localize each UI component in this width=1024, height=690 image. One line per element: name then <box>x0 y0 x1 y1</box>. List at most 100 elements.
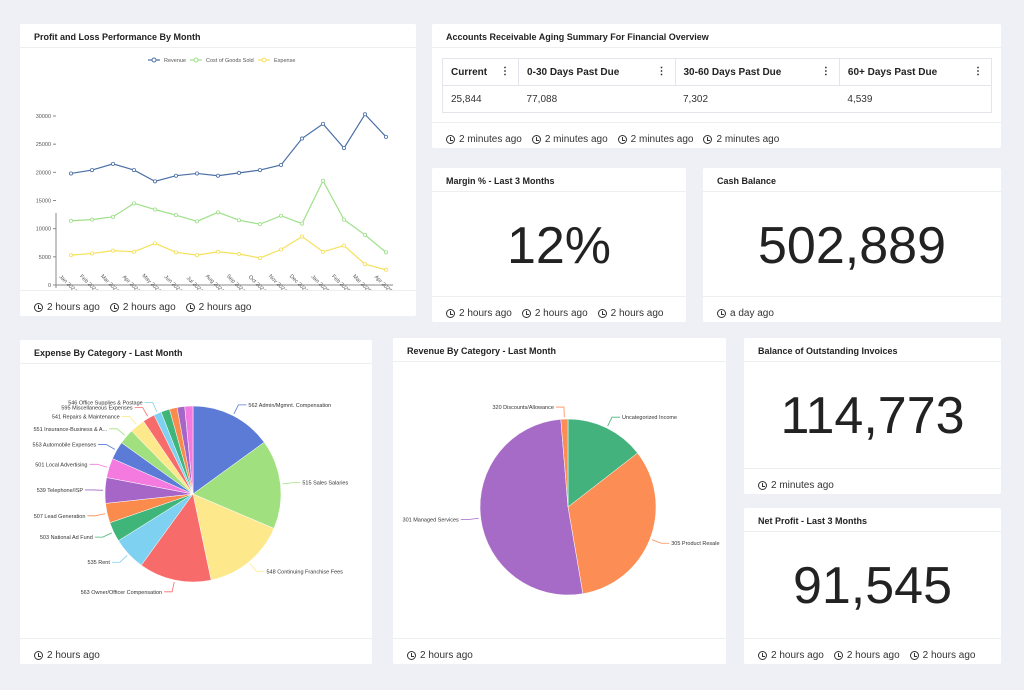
data-point <box>341 146 346 151</box>
pnl-card: Profit and Loss Performance By Month 0 50… <box>20 24 416 316</box>
data-point <box>90 168 95 173</box>
slice-label: 501 Local Advertising <box>35 462 87 468</box>
clock-icon <box>185 302 195 312</box>
column-menu-icon[interactable]: ⋮ <box>500 66 511 77</box>
legend-label: Cost of Goods Sold <box>206 58 254 64</box>
cash-card: Cash Balance 502,889 a day ago <box>703 168 1001 322</box>
x-tick-label: Apr 2024 <box>121 274 141 290</box>
label-leader <box>164 581 175 593</box>
data-point <box>299 136 304 141</box>
pie-slice <box>479 419 584 596</box>
column-header[interactable]: 30-60 Days Past Due ⋮ <box>674 58 840 86</box>
x-tick-label: Dec 2024 <box>288 274 309 290</box>
expense-pie-chart: 562 Admin/Mgmnt. Compensation 515 Sales S… <box>33 400 349 595</box>
label-leader <box>98 444 116 450</box>
card-title: Accounts Receivable Aging Summary For Fi… <box>432 24 1001 48</box>
legend-label: Expense <box>274 58 295 64</box>
card-title: Net Profit - Last 3 Months <box>744 508 1001 532</box>
x-tick-label: Feb 2024 <box>78 274 99 290</box>
slice-label: 320 Discounts/Allowance <box>492 405 553 411</box>
data-point <box>132 249 137 254</box>
data-point <box>362 232 367 237</box>
pie-slice <box>567 452 657 595</box>
slice-label: 515 Sales Salaries <box>302 481 348 487</box>
y-tick-label: 0 <box>48 283 51 289</box>
data-point <box>194 171 199 176</box>
x-tick-label: Jan 2025 <box>310 274 330 290</box>
x-tick-label: Nov 2024 <box>267 274 288 290</box>
x-tick-label: Jan 2024 <box>58 274 78 290</box>
card-footer: 2 minutes ago <box>744 468 1001 494</box>
clock-icon <box>446 134 455 144</box>
card-title: Profit and Loss Performance By Month <box>20 24 416 48</box>
data-point <box>278 247 283 252</box>
kpi-value: 114,773 <box>780 387 965 445</box>
data-point <box>236 252 241 257</box>
x-tick-label: Jun 2024 <box>163 274 183 290</box>
x-tick-label: Jul 2024 <box>185 275 204 290</box>
x-tick-label: Feb 2025 <box>330 274 351 290</box>
x-tick-label: Aug 2024 <box>204 274 225 290</box>
revenue-pie-chart: Uncategorized Income 305 Product Resale 30… <box>403 405 720 596</box>
data-point <box>90 217 95 222</box>
column-menu-icon[interactable]: ⋮ <box>820 66 831 77</box>
card-footer: 2 hours ago 2 hours ago 2 hours ago <box>744 638 1001 664</box>
kpi-value: 12% <box>506 217 612 275</box>
data-point <box>257 255 262 260</box>
data-point <box>383 250 388 255</box>
column-header[interactable]: 60+ Days Past Due ⋮ <box>838 58 993 86</box>
column-header[interactable]: 0-30 Days Past Due ⋮ <box>518 58 676 86</box>
data-point <box>320 249 325 254</box>
data-point <box>215 173 220 178</box>
card-title: Balance of Outstanding Invoices <box>744 338 1001 362</box>
label-leader <box>607 416 620 427</box>
clock-icon <box>521 308 531 318</box>
y-tick-label: 10000 <box>36 227 51 233</box>
y-tick-label: 25000 <box>36 142 51 148</box>
series-line <box>70 179 387 253</box>
slice-label: 503 National Ad Fund <box>40 535 93 541</box>
label-leader <box>144 402 158 412</box>
label-leader <box>233 404 247 414</box>
label-leader <box>651 539 670 544</box>
data-point <box>194 253 199 258</box>
label-leader <box>87 513 106 517</box>
data-point <box>320 178 325 183</box>
label-leader <box>282 482 301 485</box>
kpi-value: 91,545 <box>792 557 953 615</box>
data-point <box>132 201 137 206</box>
clock-icon <box>758 650 767 660</box>
column-header[interactable]: Current ⋮ <box>441 58 520 86</box>
legend-marker <box>151 57 157 63</box>
x-tick-label: Apr 2025 <box>373 274 393 290</box>
clock-icon <box>34 302 43 312</box>
data-point <box>173 250 178 255</box>
clock-icon <box>597 308 607 318</box>
series-line <box>70 113 387 182</box>
data-point <box>236 170 241 175</box>
revenue-card: Revenue By Category - Last Month Uncateg… <box>393 338 726 664</box>
data-point <box>173 213 178 218</box>
clock-icon <box>909 650 919 660</box>
data-point <box>215 249 220 254</box>
data-point <box>111 214 116 219</box>
data-point <box>236 218 241 223</box>
column-menu-icon[interactable]: ⋮ <box>973 66 983 77</box>
label-leader <box>121 416 137 425</box>
data-point <box>278 163 283 168</box>
x-tick-label: Mar 2025 <box>351 274 372 290</box>
pie-slice <box>560 418 569 508</box>
label-leader <box>249 563 265 572</box>
data-point <box>362 112 367 117</box>
ar-table: Current ⋮ 0-30 Days Past Due ⋮ 30-60 Days … <box>441 58 993 113</box>
pie-slice <box>567 418 638 508</box>
label-leader <box>555 406 565 418</box>
x-tick-label: Mar 2024 <box>99 274 120 290</box>
column-menu-icon[interactable]: ⋮ <box>656 66 667 77</box>
pie-slice <box>192 493 275 581</box>
balance-card: Balance of Outstanding Invoices 114,773 … <box>744 338 1001 494</box>
data-point <box>152 241 157 246</box>
x-tick-label: Sep 2024 <box>225 274 246 290</box>
data-point <box>194 219 199 224</box>
